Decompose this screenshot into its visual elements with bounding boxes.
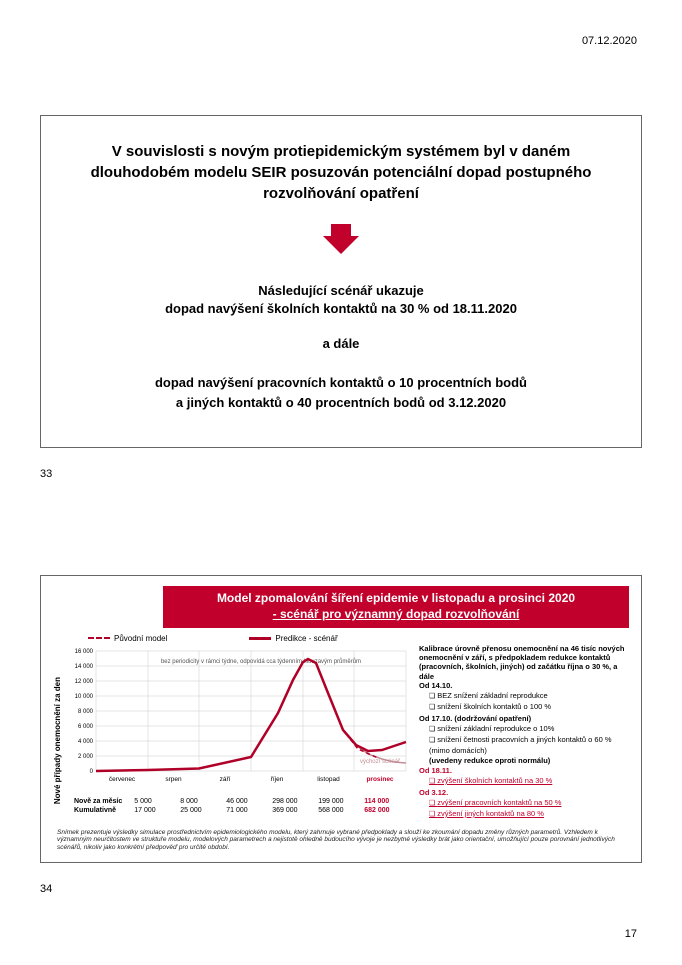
svg-text:prosinec: prosinec (366, 776, 393, 783)
svg-text:září: září (220, 776, 231, 783)
side-h1: Od 14.10. (419, 681, 629, 690)
svg-text:srpen: srpen (165, 776, 182, 783)
slide33-title: V souvislosti s novým protiepidemickým s… (71, 141, 611, 204)
epidemic-chart: 0 2 000 4 000 6 000 8 000 10 000 12 000 14 000 1… (68, 645, 413, 795)
chart-legend: Původní model Predikce - scénář (88, 634, 413, 643)
legend-predict: Predikce - scénář (249, 634, 337, 643)
slide-number-33: 33 (40, 468, 642, 480)
footnote: Snímek prezentuje výsledky simulace pros… (53, 829, 629, 852)
side-h2: Od 17.10. (dodržování opatření) (419, 714, 629, 723)
chart-column: Původní model Predikce - scénář 0 2 000 4 … (68, 632, 413, 815)
slide-number-34: 34 (40, 883, 642, 895)
side-h4: Od 3.12. (419, 788, 629, 797)
svg-text:10 000: 10 000 (75, 694, 94, 700)
side-b2b: snížení četnosti pracovních a jiných kon… (429, 735, 629, 755)
side-b4a: zvýšení pracovních kontaktů na 50 % (429, 798, 629, 809)
slide33-sub1: a dále (323, 336, 360, 351)
svg-text:0: 0 (90, 769, 94, 775)
page-number: 17 (625, 928, 637, 940)
side-text: Kalibrace úrovně přenosu onemocnění na 4… (419, 632, 629, 821)
svg-text:6 000: 6 000 (78, 724, 94, 730)
y-axis-label: Nové případy onemocnění za den (53, 647, 62, 804)
slide34-banner: Model zpomalování šíření epidemie v list… (163, 586, 629, 627)
slide33-mid1: Následující scénář ukazuje (258, 283, 423, 298)
arrow-down-icon (323, 236, 359, 254)
side-h3: Od 18.11. (419, 766, 629, 775)
slide-34: Model zpomalování šíření epidemie v list… (40, 575, 642, 863)
side-p1: Kalibrace úrovně přenosu onemocnění na 4… (419, 644, 629, 682)
svg-text:říjen: říjen (271, 776, 284, 783)
slide33-mid: Následující scénář ukazuje dopad navýšen… (71, 282, 611, 318)
svg-text:listopad: listopad (317, 776, 340, 783)
svg-text:2 000: 2 000 (78, 754, 94, 760)
svg-text:výchozí scénář: výchozí scénář (360, 759, 401, 765)
side-b3a: zvýšení školních kontaktů na 30 % (429, 776, 629, 787)
side-b1a: BEZ snížení základní reprodukce (429, 691, 629, 702)
svg-text:12 000: 12 000 (75, 679, 94, 685)
slide33-sub: a dále dopad navýšení pracovních kontakt… (71, 334, 611, 412)
banner-line1: Model zpomalování šíření epidemie v list… (217, 591, 575, 605)
side-b2c: (uvedeny redukce oproti normálu) (419, 756, 629, 765)
svg-text:červenec: červenec (109, 776, 136, 783)
svg-text:bez periodicity v rámci týdne,: bez periodicity v rámci týdne, odpovídá … (161, 658, 361, 665)
side-b1b: snížení školních kontaktů o 100 % (429, 702, 629, 713)
month-table: Nově za měsíc5 0008 00046 000298 000199 … (68, 797, 404, 815)
side-b2a: snížení základní reprodukce o 10% (429, 724, 629, 735)
slide33-mid2: dopad navýšení školních kontaktů na 30 %… (165, 301, 517, 316)
page-date: 07.12.2020 (582, 35, 637, 47)
slide-33: V souvislosti s novým protiepidemickým s… (40, 115, 642, 448)
slide33-sub2: dopad navýšení pracovních kontaktů o 10 … (155, 375, 527, 390)
banner-line2: - scénář pro významný dopad rozvolňování (273, 607, 520, 621)
svg-text:4 000: 4 000 (78, 739, 94, 745)
legend-original: Původní model (88, 634, 167, 643)
svg-text:14 000: 14 000 (75, 664, 94, 670)
svg-text:16 000: 16 000 (75, 649, 94, 655)
slide33-sub3: a jiných kontaktů o 40 procentních bodů … (176, 395, 506, 410)
side-b4b: zvýšení jiných kontaktů na 80 % (429, 809, 629, 820)
svg-text:8 000: 8 000 (78, 709, 94, 715)
